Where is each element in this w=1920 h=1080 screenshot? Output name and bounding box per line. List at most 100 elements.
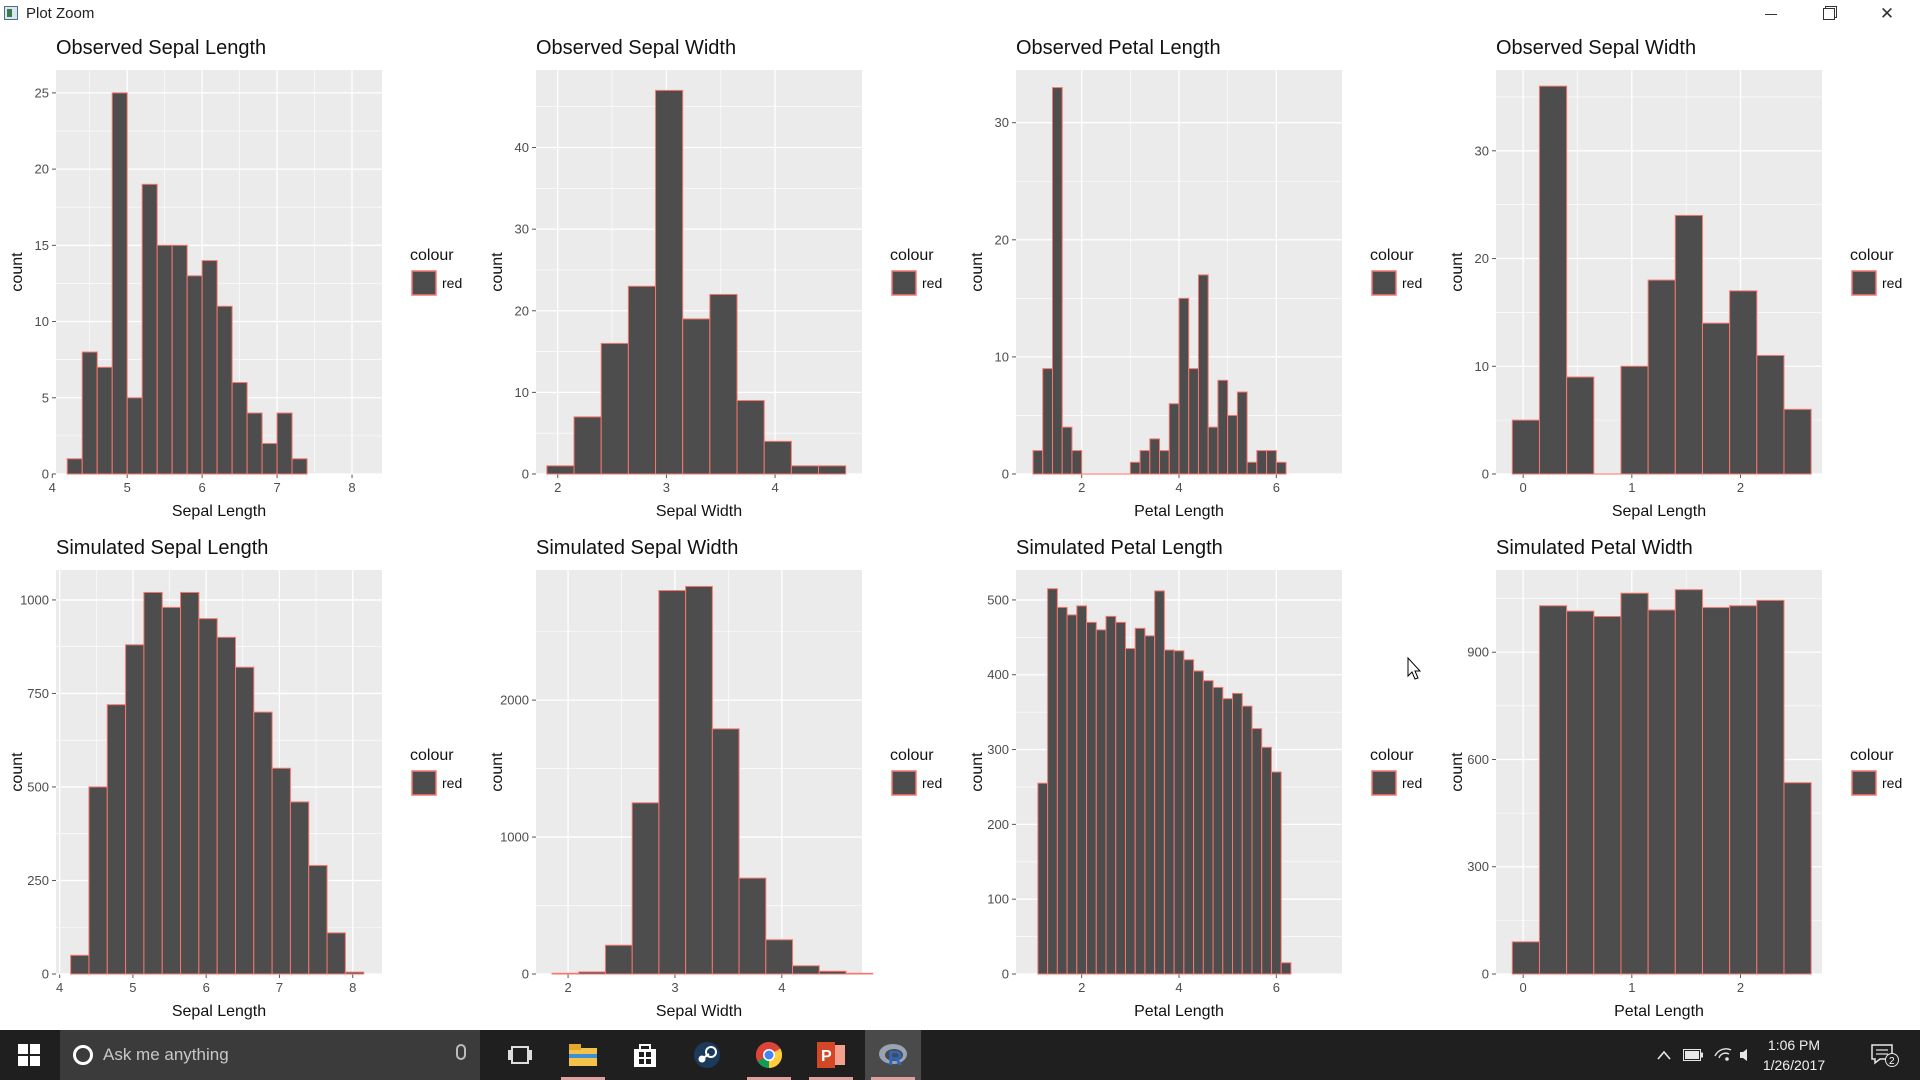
histogram-bar — [1134, 627, 1146, 975]
histogram-bar — [81, 351, 98, 475]
y-tick-label: 0 — [1002, 467, 1009, 482]
chart-title: Observed Sepal Length — [56, 37, 266, 59]
chrome-button[interactable] — [741, 1030, 797, 1080]
histogram-bar — [1256, 450, 1268, 475]
file-explorer-button[interactable] — [555, 1030, 611, 1080]
legend-label: red — [442, 275, 462, 291]
x-tick-label: 1 — [1628, 980, 1635, 995]
x-tick-label: 4 — [1175, 980, 1182, 995]
legend-key — [411, 270, 437, 296]
y-tick-label: 10 — [35, 314, 49, 329]
x-axis-title: Petal Length — [1134, 1003, 1224, 1020]
x-tick-label: 6 — [203, 980, 210, 995]
action-center-button[interactable]: 2 — [1860, 1030, 1910, 1080]
x-axis-title: Sepal Width — [656, 1003, 742, 1020]
x-tick-label: 4 — [1175, 480, 1182, 495]
histogram-bar — [1042, 368, 1053, 475]
y-tick-label: 0 — [1482, 967, 1489, 982]
legend-title: colour — [1850, 747, 1894, 764]
histogram-bar — [276, 412, 293, 475]
notification-count: 2 — [1889, 1056, 1895, 1067]
histogram-bar — [1066, 614, 1078, 975]
y-tick-label: 1000 — [20, 592, 49, 607]
chrome-icon — [755, 1041, 783, 1069]
taskbar-clock[interactable]: 1:06 PM 1/26/2017 — [1752, 1035, 1836, 1075]
plot-area: Observed Sepal Length 4 5 6 7 8 0 5 10 15 20 25 Sepa… — [0, 28, 1920, 1028]
y-tick-label: 500 — [27, 779, 49, 794]
histogram-bar — [216, 636, 236, 975]
plot-app-icon — [4, 6, 18, 20]
histogram-bar — [1266, 450, 1277, 475]
histogram-bar — [1566, 610, 1595, 975]
chart-title: Simulated Sepal Length — [56, 537, 268, 559]
histogram-bar — [246, 412, 263, 475]
y-tick-label: 750 — [27, 686, 49, 701]
volume-button[interactable] — [1740, 1030, 1750, 1080]
histogram-bar — [1756, 599, 1785, 975]
histogram-3: Observed Petal Length 2 4 6 0 10 20 30 Petal Len… — [969, 37, 1422, 520]
start-button[interactable] — [0, 1030, 58, 1080]
x-tick-label: 8 — [349, 980, 356, 995]
y-axis-title: count — [489, 252, 506, 292]
histogram-bar — [1232, 692, 1243, 975]
histogram-bar — [1183, 659, 1195, 975]
store-button[interactable] — [617, 1030, 673, 1080]
x-tick-label: 8 — [348, 480, 355, 495]
restore-button[interactable] — [1800, 0, 1858, 28]
y-tick-label: 2000 — [500, 693, 529, 708]
histogram-bar — [1139, 450, 1151, 475]
r-gui-button[interactable]: R — [865, 1030, 921, 1080]
y-tick-label: 600 — [1467, 752, 1489, 767]
histogram-bar — [1729, 290, 1758, 475]
x-tick-label: 4 — [49, 480, 56, 495]
x-axis-title: Sepal Length — [1612, 503, 1706, 520]
x-tick-label: 2 — [1737, 980, 1744, 995]
histogram-bar — [1115, 621, 1126, 975]
histogram-bar — [1056, 606, 1068, 975]
legend-key — [1851, 270, 1877, 296]
legend-label: red — [922, 775, 942, 791]
minimize-button[interactable] — [1742, 0, 1800, 28]
histogram-bar — [1207, 426, 1219, 475]
histogram-bar — [161, 606, 182, 975]
search-box[interactable]: Ask me anything — [60, 1030, 480, 1080]
histogram-bar — [1168, 403, 1180, 475]
task-view-button[interactable] — [492, 1030, 548, 1080]
steam-button[interactable] — [679, 1030, 735, 1080]
powerpoint-button[interactable]: P — [803, 1030, 859, 1080]
y-axis-title: count — [969, 252, 986, 292]
histogram-bar — [1217, 379, 1229, 475]
chart-title: Observed Sepal Width — [1496, 37, 1696, 59]
histogram-bar — [1037, 782, 1049, 975]
histogram-bar — [1173, 650, 1185, 975]
histogram-bar — [1212, 686, 1224, 975]
legend-title: colour — [410, 747, 454, 764]
histogram-bar — [792, 965, 820, 975]
histogram-5: Simulated Sepal Length 4 5 6 7 8 0 250 500 750 100… — [9, 537, 462, 1020]
y-tick-label: 20 — [1475, 251, 1489, 266]
histogram-bar — [70, 954, 90, 975]
search-placeholder: Ask me anything — [103, 1045, 229, 1064]
histogram-8: Simulated Petal Width 0 1 2 0 300 600 900 Petal … — [1449, 537, 1902, 1020]
y-tick-label: 900 — [1467, 645, 1489, 660]
histogram-6: Simulated Sepal Width 2 3 4 0 1000 2000 Sepal W… — [489, 537, 942, 1020]
legend-title: colour — [890, 247, 934, 264]
legend-label: red — [1882, 775, 1902, 791]
histogram-bar — [1593, 615, 1622, 975]
battery-button[interactable] — [1680, 1030, 1706, 1080]
close-button[interactable]: ✕ — [1858, 0, 1916, 28]
y-tick-label: 10 — [1475, 359, 1489, 374]
x-tick-label: 4 — [778, 980, 785, 995]
powerpoint-icon: P — [817, 1042, 845, 1068]
microphone-icon[interactable] — [456, 1044, 466, 1060]
folder-icon — [569, 1044, 597, 1066]
wifi-button[interactable] — [1710, 1030, 1736, 1080]
histogram-bar — [1246, 461, 1258, 475]
x-tick-label: 7 — [273, 480, 280, 495]
histogram-bar — [201, 260, 218, 475]
chevron-up-icon — [1657, 1050, 1671, 1060]
show-hidden-icons-button[interactable] — [1652, 1030, 1676, 1080]
histogram-bar — [818, 970, 847, 975]
histogram-bar — [1051, 87, 1063, 475]
